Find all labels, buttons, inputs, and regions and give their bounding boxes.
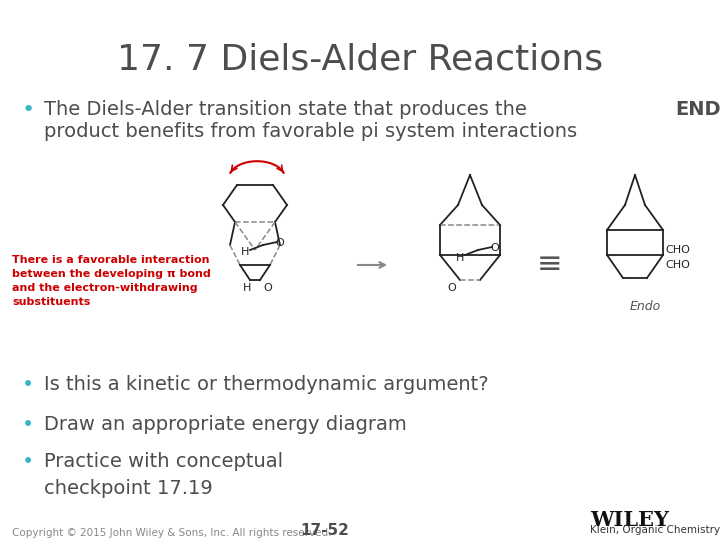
Text: 17. 7 Diels-Alder Reactions: 17. 7 Diels-Alder Reactions: [117, 42, 603, 76]
Text: 17-52: 17-52: [300, 523, 349, 538]
Text: O: O: [490, 243, 500, 253]
Text: Is this a kinetic or thermodynamic argument?: Is this a kinetic or thermodynamic argum…: [44, 375, 489, 394]
Text: H: H: [456, 253, 464, 263]
Text: product benefits from favorable pi system interactions: product benefits from favorable pi syste…: [44, 122, 577, 141]
Text: WILEY: WILEY: [590, 510, 669, 530]
Text: There is a favorable interaction
between the developing π bond
and the electron-: There is a favorable interaction between…: [12, 255, 211, 307]
Text: •: •: [22, 415, 35, 435]
Text: H: H: [243, 283, 251, 293]
Text: Endo: Endo: [629, 300, 661, 313]
Text: ENDO: ENDO: [675, 100, 720, 119]
Text: The Diels-Alder transition state that produces the: The Diels-Alder transition state that pr…: [44, 100, 533, 119]
Text: H: H: [240, 247, 249, 257]
Text: O: O: [263, 283, 271, 293]
Text: •: •: [22, 100, 35, 120]
Text: •: •: [22, 452, 35, 472]
Text: CHO: CHO: [665, 260, 690, 270]
Text: O: O: [448, 283, 456, 293]
Text: Klein, Organic Chemistry 2e: Klein, Organic Chemistry 2e: [590, 525, 720, 535]
Text: CHO: CHO: [665, 245, 690, 255]
Text: Draw an appropriate energy diagram: Draw an appropriate energy diagram: [44, 415, 407, 434]
Text: •: •: [22, 375, 35, 395]
Text: Practice with conceptual
checkpoint 17.19: Practice with conceptual checkpoint 17.1…: [44, 452, 283, 497]
Text: Copyright © 2015 John Wiley & Sons, Inc. All rights reserved.: Copyright © 2015 John Wiley & Sons, Inc.…: [12, 528, 331, 538]
Text: O: O: [276, 238, 284, 248]
Text: ≡: ≡: [537, 251, 563, 280]
